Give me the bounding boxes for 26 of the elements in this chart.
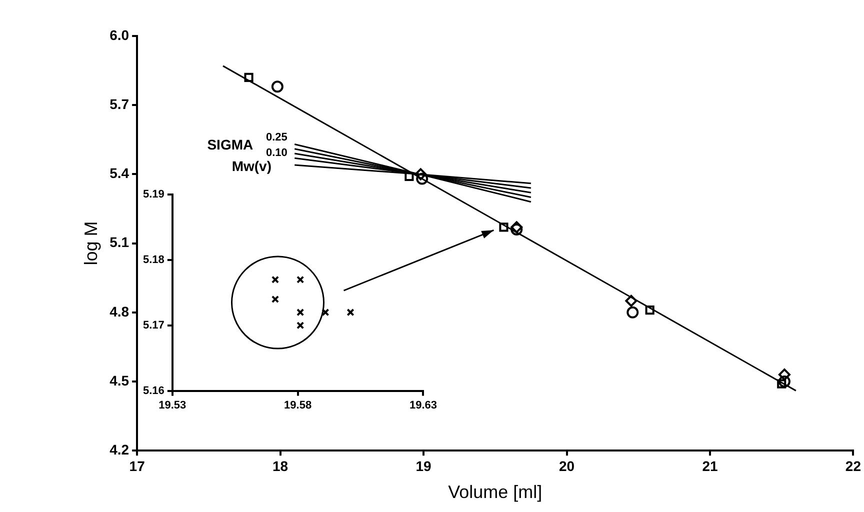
y-tick-label: 4.5 [110, 372, 130, 388]
x-tick-label: 17 [129, 458, 146, 474]
x-tick-label: 19.63 [409, 399, 437, 412]
x-tick-label: 22 [845, 458, 862, 474]
annotation: 0.25 [266, 132, 288, 144]
x-tick-label: 19.58 [284, 399, 312, 412]
x-tick-label: 20 [558, 458, 575, 474]
y-tick-label: 6.0 [110, 26, 130, 43]
y-tick-label: 5.7 [110, 96, 130, 112]
x-axis-title: Volume [ml] [448, 482, 542, 502]
x-tick-label: 19.53 [158, 399, 186, 412]
x-tick-label: 19 [416, 458, 432, 474]
annotation: Mw(v) [232, 158, 272, 174]
y-tick-label: 5.16 [142, 384, 164, 397]
x-tick-label: 21 [702, 458, 718, 474]
y-tick-label: 5.19 [142, 188, 164, 201]
y-axis-title: log M [80, 221, 101, 266]
y-tick-label: 5.1 [110, 234, 130, 250]
x-tick-label: 18 [272, 458, 288, 474]
y-tick-label: 5.4 [110, 165, 130, 182]
annotation: SIGMA [207, 136, 254, 153]
y-tick-label: 4.8 [110, 303, 130, 320]
y-tick-label: 5.18 [142, 254, 164, 266]
y-tick-label: 5.17 [142, 319, 164, 332]
y-tick-label: 4.2 [110, 441, 130, 458]
annotation: 0.10 [266, 146, 288, 159]
